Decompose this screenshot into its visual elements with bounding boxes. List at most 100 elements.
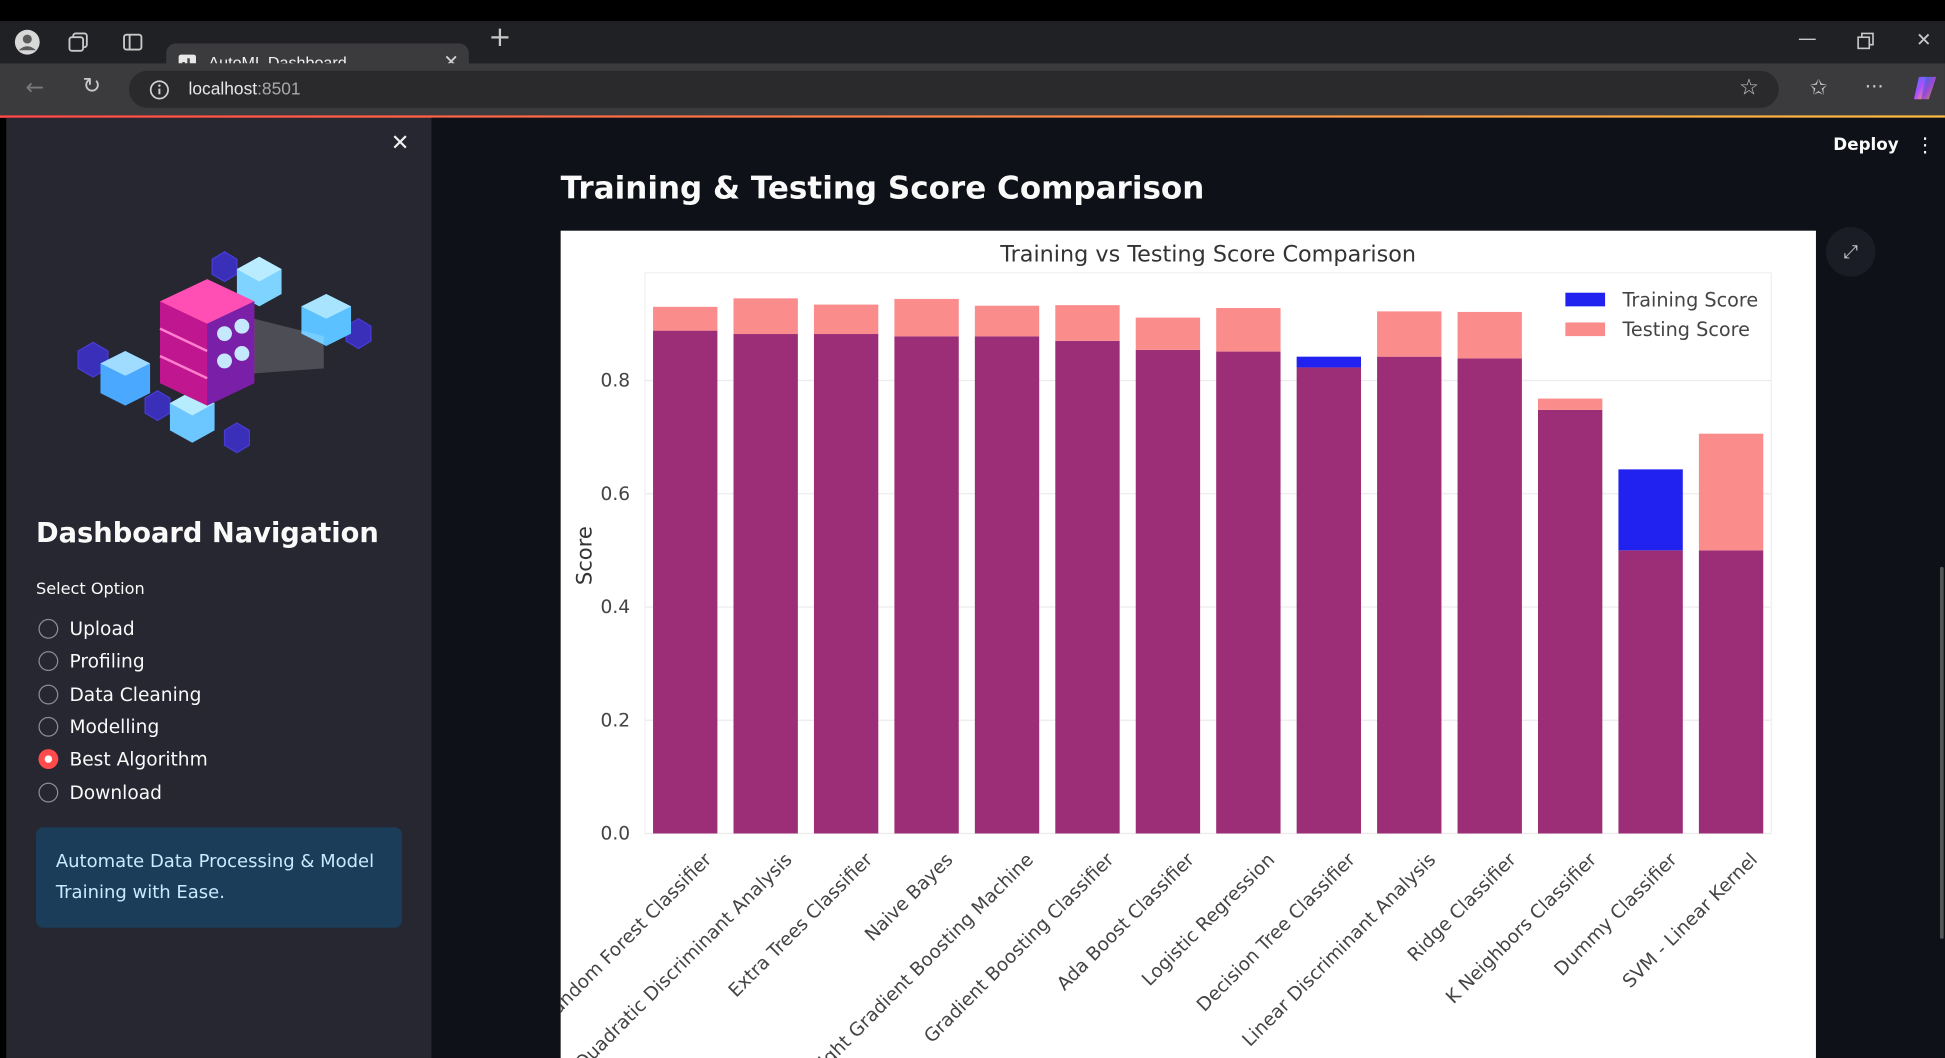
chart-title: Training vs Testing Score Comparison <box>999 242 1416 268</box>
collections-icon[interactable] <box>67 31 89 53</box>
bar-overlap <box>1377 356 1442 834</box>
logo-illustration <box>77 251 372 454</box>
legend-swatch-testing <box>1565 322 1606 337</box>
x-tick-label: Extra Trees Classifier <box>725 849 877 1001</box>
x-tick-label: Logistic Regression <box>1138 849 1279 990</box>
radio-label: Best Algorithm <box>69 747 208 771</box>
bar-overlap <box>733 334 798 834</box>
bar-testing-excess <box>1055 305 1120 341</box>
bar-overlap <box>1457 358 1522 834</box>
radio-best-algorithm[interactable]: Best Algorithm <box>38 747 208 771</box>
radio-label: Download <box>69 781 162 804</box>
bar-testing-excess <box>733 298 798 335</box>
bar-testing-excess <box>1377 311 1442 357</box>
url-port: :8501 <box>257 78 301 98</box>
info-icon[interactable] <box>149 79 170 100</box>
bar-overlap <box>1537 409 1603 834</box>
browser-tab-strip: AutoML Dashboard ✕ + — ✕ <box>0 21 1945 85</box>
bar-testing-excess <box>1135 317 1201 350</box>
x-tick-label: Ada Boost Classifier <box>1053 849 1199 995</box>
bar-overlap <box>813 334 879 834</box>
scrollbar[interactable] <box>1939 566 1944 939</box>
bar-training-excess <box>1296 356 1362 368</box>
radio-circle-selected[interactable] <box>38 749 59 769</box>
y-tick-label: 0.6 <box>601 484 631 505</box>
radio-label: Upload <box>69 617 135 640</box>
url-host: localhost <box>188 78 258 98</box>
radio-label: Data Cleaning <box>69 683 202 706</box>
bar-overlap <box>1296 367 1362 834</box>
bar-overlap <box>653 330 718 834</box>
tab-actions-icon[interactable] <box>122 31 144 53</box>
fullscreen-icon[interactable]: ⤢ <box>1825 226 1876 277</box>
bar-overlap <box>1055 340 1120 834</box>
url-field[interactable]: localhost:8501 ☆ <box>129 70 1779 108</box>
window-close-icon[interactable]: ✕ <box>1916 28 1932 51</box>
copilot-icon[interactable] <box>1910 73 1940 103</box>
radio-circle[interactable] <box>38 684 59 705</box>
bar-testing-excess <box>1698 433 1764 551</box>
favorite-star-icon[interactable]: ☆ <box>1738 74 1759 101</box>
radio-download[interactable]: Download <box>38 781 162 804</box>
deploy-button[interactable]: Deploy <box>1833 135 1899 156</box>
bar-testing-excess <box>813 304 879 335</box>
reload-icon[interactable]: ↻ <box>82 73 102 100</box>
info-text: Automate Data Processing & Model Trainin… <box>55 852 375 903</box>
y-tick-label: 0.2 <box>601 710 631 731</box>
radio-label: Profiling <box>69 649 145 673</box>
radio-modelling[interactable]: Modelling <box>38 716 159 738</box>
bar-testing-excess <box>974 305 1040 337</box>
radio-circle[interactable] <box>38 782 59 803</box>
radio-circle[interactable] <box>38 716 59 737</box>
y-tick-label: 0.4 <box>601 597 631 618</box>
y-ticks: 0.0 0.2 0.4 0.6 0.8 <box>601 371 631 845</box>
legend-label-training: Training Score <box>1621 288 1758 311</box>
sidebar: ✕ <box>6 117 432 1058</box>
radio-data-cleaning[interactable]: Data Cleaning <box>38 683 202 706</box>
y-axis-label: Score <box>572 526 597 585</box>
sidebar-title: Dashboard Navigation <box>35 518 379 550</box>
top-black-bar <box>0 0 1945 22</box>
legend-label-testing: Testing Score <box>1621 318 1750 341</box>
new-tab-icon[interactable]: + <box>488 22 512 54</box>
chart-card: Training vs Testing Score Comparison 0.0… <box>538 230 1816 1058</box>
bar-overlap <box>1216 351 1281 834</box>
radio-circle[interactable] <box>38 651 59 672</box>
profile-icon[interactable] <box>12 29 42 56</box>
x-tick-label: K Neighbors Classifier <box>1442 849 1601 1008</box>
bar-training-excess <box>1618 469 1683 551</box>
back-icon[interactable]: ← <box>25 74 45 101</box>
score-comparison-chart: Training vs Testing Score Comparison 0.0… <box>538 242 1772 1058</box>
favorites-icon[interactable]: ✩ <box>1809 75 1828 101</box>
loading-bar <box>0 115 1945 118</box>
bar-testing-excess <box>894 298 959 337</box>
main-menu-icon[interactable]: ⋮ <box>1915 132 1936 157</box>
more-icon[interactable]: ··· <box>1864 74 1884 98</box>
address-bar: ← ↻ localhost:8501 ☆ ✩ ··· <box>0 63 1945 116</box>
bar-overlap <box>1618 550 1683 834</box>
bar-testing-excess <box>1216 307 1281 352</box>
radio-upload[interactable]: Upload <box>38 617 135 640</box>
restore-icon[interactable] <box>1856 32 1876 52</box>
select-option-label: Select Option <box>35 580 145 600</box>
legend-swatch-training <box>1565 292 1606 307</box>
bar-overlap <box>894 336 959 834</box>
bar-overlap <box>974 336 1040 834</box>
bars <box>653 298 1764 834</box>
bar-testing-excess <box>653 306 718 331</box>
radio-circle[interactable] <box>38 618 59 639</box>
radio-label: Modelling <box>69 715 160 738</box>
y-tick-label: 0.0 <box>601 824 631 845</box>
bar-overlap <box>1135 349 1201 834</box>
minimize-icon[interactable]: — <box>1797 27 1817 50</box>
y-tick-label: 0.8 <box>601 371 631 392</box>
x-tick-label: SVM - Linear Kernel <box>1619 849 1762 992</box>
bar-testing-excess <box>1537 398 1603 410</box>
section-title: Training & Testing Score Comparison <box>560 169 1205 206</box>
info-box: Automate Data Processing & Model Trainin… <box>35 827 402 928</box>
sidebar-close-icon[interactable]: ✕ <box>390 130 410 157</box>
legend: Training Score Testing Score <box>1565 288 1758 341</box>
radio-profiling[interactable]: Profiling <box>38 649 145 673</box>
